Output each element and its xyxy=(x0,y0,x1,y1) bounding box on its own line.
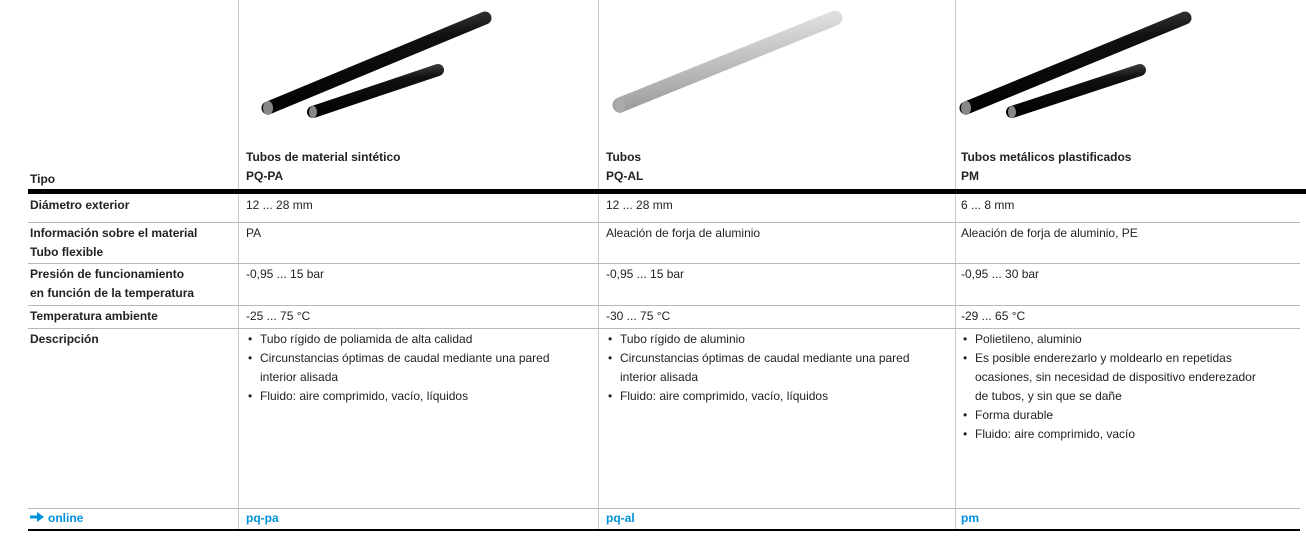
row-label-line: Información sobre el material xyxy=(30,226,198,240)
cell-value: -30 ... 75 °C xyxy=(606,309,671,323)
row-label: Diámetro exterior xyxy=(30,196,129,215)
header-label: Tipo xyxy=(30,172,56,186)
cell-value: 12 ... 28 mm xyxy=(246,198,313,212)
link[interactable]: pq-pa xyxy=(246,511,279,525)
product-images xyxy=(261,10,1192,118)
product-code: PQ-PA xyxy=(246,169,284,183)
online-label: online xyxy=(30,509,83,528)
bullet-list: Polietileno, aluminioEs posible endereza… xyxy=(959,330,1270,444)
product-name-text: Tubos xyxy=(606,150,642,164)
row-divider xyxy=(28,508,1300,509)
row-label-line: Tubo flexible xyxy=(30,245,104,259)
bullet-item: Es posible enderezarlo y moldearlo en re… xyxy=(963,349,1270,406)
row-label: Temperatura ambiente xyxy=(30,307,158,326)
cell-value: -25 ... 75 °C xyxy=(246,309,311,323)
cell-value: Aleación de forja de aluminio xyxy=(606,226,761,240)
row-label-line: en función de la temperatura xyxy=(30,286,195,300)
cell-value: -0,95 ... 15 bar xyxy=(246,267,325,281)
link[interactable]: pq-al xyxy=(606,511,635,525)
cell-value: PA xyxy=(246,226,262,240)
row-label: Descripción xyxy=(30,332,99,346)
bullet-item: Tubo rígido de poliamida de alta calidad xyxy=(248,330,559,349)
product-name: Tubos PQ-AL xyxy=(606,148,643,186)
row-label-line: Diámetro exterior xyxy=(30,198,130,212)
tube-image xyxy=(959,11,1192,118)
row-divider xyxy=(28,263,1300,264)
bottom-rule xyxy=(28,529,1300,531)
bullet-item: Forma durable xyxy=(963,406,1270,425)
column-divider xyxy=(238,0,239,530)
row-label: Información sobre el material Tubo flexib… xyxy=(30,224,197,262)
bullet-item: Circunstancias óptimas de caudal mediant… xyxy=(608,349,919,387)
tube-image xyxy=(612,10,843,113)
cell-value: -0,95 ... 15 bar xyxy=(606,267,685,281)
bullet-item: Circunstancias óptimas de caudal mediant… xyxy=(248,349,559,387)
row-divider xyxy=(28,328,1300,329)
row-label: Presión de funcionamiento en función de l… xyxy=(30,265,194,303)
arrow-icon xyxy=(30,512,44,522)
cell-value: 12 ... 28 mm xyxy=(606,198,673,212)
column-divider xyxy=(598,0,599,530)
product-code: PQ-AL xyxy=(606,169,644,183)
bullet-item: Fluido: aire comprimido, vacío, líquidos xyxy=(248,387,559,406)
cell-value: -29 ... 65 °C xyxy=(961,309,1026,323)
column-divider xyxy=(955,0,956,530)
bullet-list: Tubo rígido de poliamida de alta calidad… xyxy=(244,330,559,406)
bullet-list: Tubo rígido de aluminioCircunstancias óp… xyxy=(604,330,919,406)
row-label-line: Temperatura ambiente xyxy=(30,309,158,323)
row-divider xyxy=(28,305,1300,306)
row-divider xyxy=(28,222,1300,223)
row-label-line: Presión de funcionamiento xyxy=(30,267,185,281)
header-rule xyxy=(28,189,1306,194)
product-name-text: Tubos metálicos plastificados xyxy=(961,150,1132,164)
bullet-item: Fluido: aire comprimido, vacío xyxy=(963,425,1270,444)
product-name-text: Tubos de material sintético xyxy=(246,150,401,164)
product-code: PM xyxy=(961,169,979,183)
cell-value: Aleación de forja de aluminio, PE xyxy=(961,226,1138,240)
bullet-item: Fluido: aire comprimido, vacío, líquidos xyxy=(608,387,919,406)
product-name: Tubos metálicos plastificados PM xyxy=(961,148,1131,186)
link[interactable]: pm xyxy=(961,511,979,525)
bullet-item: Tubo rígido de aluminio xyxy=(608,330,919,349)
cell-value: -0,95 ... 30 bar xyxy=(961,267,1040,281)
bullet-item: Polietileno, aluminio xyxy=(963,330,1270,349)
cell-value: 6 ... 8 mm xyxy=(961,198,1015,212)
product-name: Tubos de material sintético PQ-PA xyxy=(246,148,400,186)
online-text: online xyxy=(48,511,84,525)
tube-image xyxy=(261,11,492,118)
